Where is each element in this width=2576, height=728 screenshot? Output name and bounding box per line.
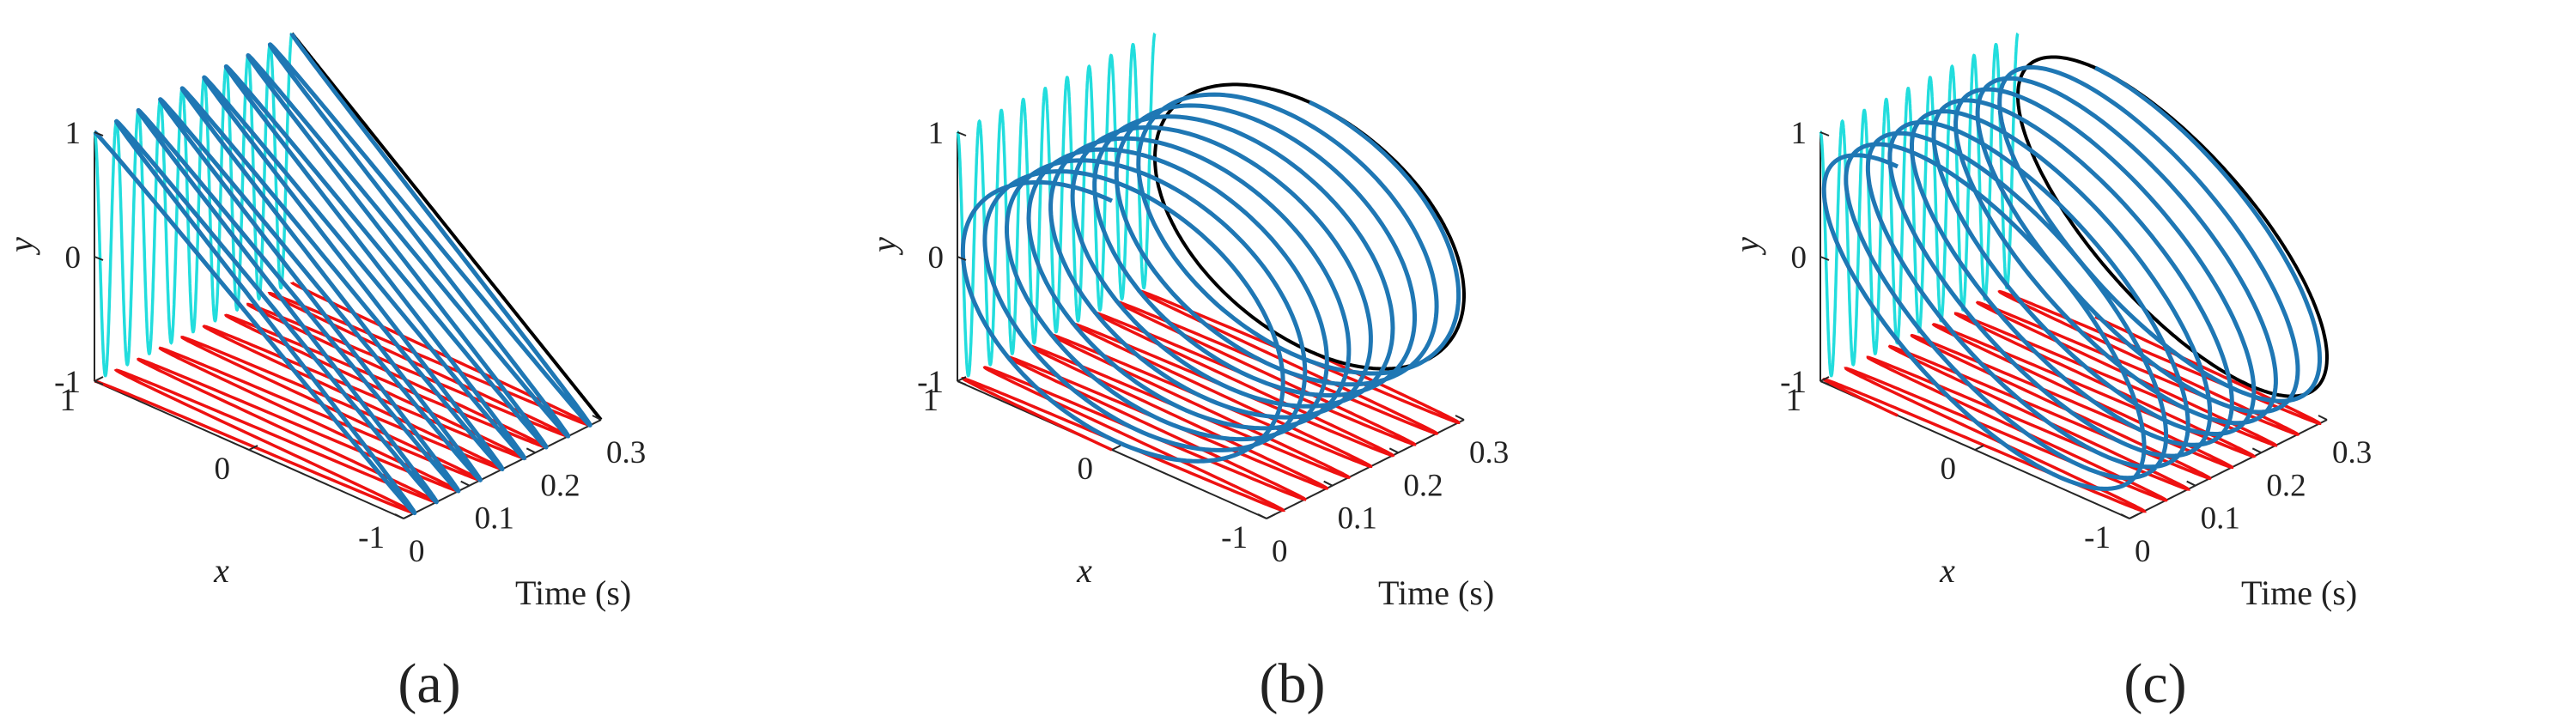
x-tick-label: -1 [2084, 520, 2111, 555]
y-tick-label: 0 [1791, 240, 1807, 276]
y-tick-mark [94, 380, 104, 385]
y-tick-mark [94, 256, 104, 261]
y-axis-label: y [1728, 237, 1766, 256]
panel-caption: (a) [398, 652, 460, 715]
time-tick-label: 0.1 [475, 501, 514, 537]
time-tick-label: 0 [1272, 534, 1288, 569]
y-tick-mark [1820, 131, 1830, 136]
x-tick-mark [1266, 513, 1276, 519]
y-tick-mark [94, 131, 104, 136]
time-tick-mark [1257, 513, 1267, 519]
x-tick-mark [94, 376, 104, 382]
x-tick-label: 0 [215, 452, 231, 487]
x-axis-label: x [1939, 551, 1955, 590]
trajectory-series [1821, 65, 2322, 491]
y-tick-mark [1820, 380, 1830, 385]
y-tick-label: 1 [1791, 116, 1807, 151]
y-tick-label: -1 [917, 365, 944, 400]
y-axis-label: y [865, 237, 903, 256]
time-tick-label: 0 [2135, 534, 2151, 569]
x-tick-label: 0 [1941, 452, 1957, 487]
time-tick-label: 0.3 [606, 435, 646, 470]
x-tick-mark [1111, 445, 1121, 451]
time-axis-line [2129, 419, 2328, 519]
trajectory-series [960, 92, 1461, 464]
time-tick-label: 0 [409, 534, 425, 569]
time-tick-mark [2318, 415, 2328, 421]
time-axis-line [1266, 419, 1465, 519]
time-tick-mark [1388, 447, 1399, 454]
y-tick-mark [1820, 256, 1830, 261]
time-tick-mark [592, 415, 602, 421]
time-axis-label: Time (s) [515, 573, 631, 612]
x-tick-label: 0 [1078, 452, 1094, 487]
y-tick-label: 1 [65, 116, 82, 151]
trajectory-series [92, 31, 592, 516]
y-tick-mark [957, 131, 967, 136]
y-tick-label: 0 [65, 240, 82, 276]
y-axis-label: y [2, 237, 40, 256]
panel-caption: (b) [1260, 652, 1326, 715]
x-tick-mark [2129, 513, 2139, 519]
x-axis-label: x [1076, 551, 1092, 590]
time-tick-label: 0.3 [1469, 435, 1509, 470]
time-tick-label: 0.1 [2201, 501, 2240, 537]
y-tick-mark [957, 256, 967, 261]
y-projection-series [956, 32, 1157, 378]
time-tick-label: 0.2 [540, 468, 580, 503]
y-projection-series [93, 32, 294, 378]
time-tick-mark [2120, 513, 2130, 519]
x-tick-label: 1 [1786, 383, 1802, 418]
x-tick-label: -1 [358, 520, 385, 555]
y-tick-label: 0 [928, 240, 945, 276]
y-tick-label: -1 [1780, 365, 1807, 400]
time-tick-label: 0.2 [1403, 468, 1443, 503]
time-axis-label: Time (s) [2241, 573, 2357, 612]
x-tick-mark [957, 376, 967, 382]
x-tick-mark [1820, 376, 1830, 382]
panel-caption: (c) [2123, 652, 2186, 715]
time-axis-label: Time (s) [1378, 573, 1494, 612]
time-tick-mark [2251, 447, 2262, 454]
time-tick-mark [526, 447, 536, 454]
y-tick-label: -1 [54, 365, 81, 400]
x-tick-label: 1 [923, 383, 939, 418]
time-tick-mark [1455, 415, 1465, 421]
x-axis-label: x [213, 551, 229, 590]
x-tick-label: -1 [1221, 520, 1248, 555]
time-tick-label: 0.2 [2266, 468, 2306, 503]
x-tick-mark [403, 513, 413, 519]
y-tick-mark [957, 380, 967, 385]
x-tick-label: 1 [60, 383, 76, 418]
time-tick-label: 0.1 [1338, 501, 1377, 537]
time-tick-mark [1323, 480, 1334, 487]
x-tick-mark [248, 445, 258, 451]
time-tick-mark [460, 480, 471, 487]
time-tick-mark [394, 513, 404, 519]
time-tick-mark [2186, 480, 2196, 487]
y-tick-label: 1 [928, 116, 945, 151]
x-tick-mark [1974, 445, 1984, 451]
time-tick-label: 0.3 [2332, 435, 2372, 470]
